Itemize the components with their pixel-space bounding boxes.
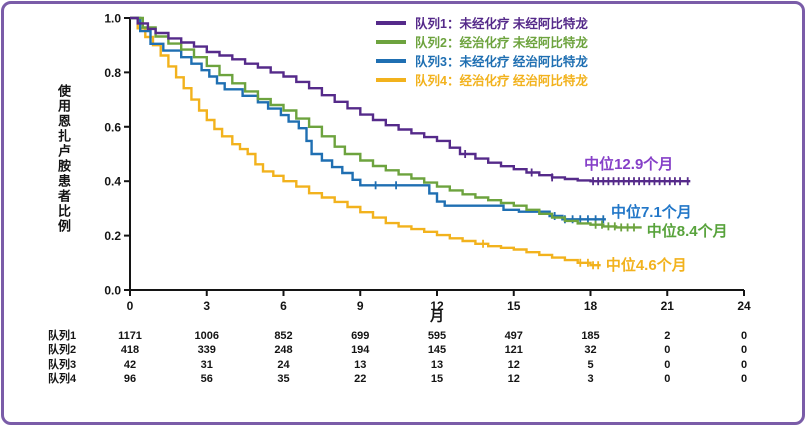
km-curve-cohort2: [130, 16, 642, 229]
risk-cell: 121: [504, 344, 523, 357]
y-tick-label: 0.2: [104, 229, 121, 243]
median-label-cohort3: 中位7.1个月: [610, 203, 692, 221]
legend: 队列1：未经化疗 未经阿比特龙 队列2：经治化疗 未经阿比特龙 队列3：未经化疗 经…: [376, 15, 588, 88]
y-tick-label: 0.6: [104, 120, 121, 134]
y-tick-label: 1.0: [104, 12, 121, 26]
risk-cell: 852: [274, 330, 293, 342]
risk-cell: 0: [740, 358, 748, 371]
risk-cell: 0: [740, 344, 748, 357]
risk-cell: 194: [351, 344, 370, 357]
risk-cell: 497: [504, 330, 523, 342]
risk-cell: 339: [197, 344, 216, 357]
risk-cell: 2: [664, 330, 671, 342]
risk-cell: 185: [581, 330, 600, 342]
risk-cell: 15: [430, 373, 444, 386]
legend-label: 队列2：经治化疗 未经阿比特龙: [415, 36, 588, 50]
y-tick-label: 0.4: [104, 175, 121, 189]
km-curve-cohort4: [130, 16, 601, 267]
y-axis-title: 使用恩扎卢胺患者比例: [56, 84, 71, 234]
risk-cell: 1006: [194, 330, 219, 342]
legend-item-cohort1: 队列1：未经化疗 未经阿比特龙: [376, 15, 588, 31]
median-label-cohort4: 中位4.6个月: [605, 256, 687, 274]
risk-row-label-cohort2: 队列2: [48, 344, 77, 357]
legend-item-cohort3: 队列3：未经化疗 经治阿比特龙: [376, 53, 588, 69]
x-tick-label: 9: [357, 299, 364, 313]
legend-item-cohort2: 队列2：经治化疗 未经阿比特龙: [376, 34, 588, 50]
y-tick-label: 0.8: [104, 66, 121, 80]
risk-cell: 0: [740, 330, 748, 342]
risk-cell: 32: [584, 344, 597, 357]
risk-cell: 56: [200, 373, 213, 386]
risk-cell: 1171: [118, 330, 142, 342]
risk-cell: 12: [507, 358, 520, 371]
risk-cell: 418: [120, 344, 140, 357]
legend-item-cohort4: 队列4：经治化疗 经治阿比特龙: [376, 72, 588, 88]
x-axis-title: 月: [430, 308, 444, 324]
risk-cell: 248: [274, 344, 293, 357]
risk-row-label-cohort4: 队列4: [48, 373, 77, 386]
risk-cell: 35: [277, 373, 290, 386]
median-label-cohort1: 中位12.9个月: [584, 156, 674, 174]
risk-cell: 595: [427, 330, 447, 342]
risk-cell: 0: [664, 358, 671, 371]
risk-row-label-cohort1: 队列1: [48, 330, 77, 342]
risk-cell: 5: [587, 358, 594, 371]
y-tick-label: 0.0: [104, 284, 121, 298]
risk-cell: 0: [664, 373, 671, 386]
median-label-cohort2: 中位8.4个月: [646, 222, 728, 240]
x-tick-label: 24: [737, 299, 751, 313]
legend-label: 队列4：经治化疗 经治阿比特龙: [415, 74, 588, 88]
x-tick-label: 18: [584, 299, 598, 313]
x-tick-label: 3: [203, 299, 210, 313]
x-tick-label: 15: [507, 299, 521, 313]
km-curve-cohort3: [130, 16, 606, 221]
legend-line-swatch: [376, 20, 406, 25]
risk-cell: 12: [507, 373, 520, 386]
risk-cell: 22: [354, 373, 367, 386]
risk-cell: 31: [200, 358, 213, 371]
x-tick-label: 6: [280, 299, 287, 313]
risk-cell: 96: [123, 373, 137, 386]
risk-row-label-cohort3: 队列3: [48, 358, 77, 371]
legend-line-swatch: [376, 77, 406, 82]
risk-cell: 699: [351, 330, 370, 342]
risk-cell: 145: [427, 344, 447, 357]
risk-cell: 3: [587, 373, 594, 386]
legend-label: 队列1：未经化疗 未经阿比特龙: [415, 17, 588, 31]
legend-label: 队列3：未经化疗 经治阿比特龙: [415, 55, 588, 69]
x-tick-label: 12: [430, 299, 444, 313]
risk-cell: 24: [277, 358, 290, 371]
legend-line-swatch: [376, 58, 406, 63]
risk-cell: 13: [354, 358, 367, 371]
x-tick-label: 0: [127, 299, 134, 313]
x-tick-label: 21: [661, 299, 675, 313]
legend-line-swatch: [376, 39, 406, 44]
risk-cell: 13: [430, 358, 444, 371]
risk-cell: 0: [664, 344, 671, 357]
km-curve-cohort1: [130, 16, 691, 183]
risk-cell: 42: [123, 358, 137, 371]
risk-cell: 0: [740, 373, 748, 386]
